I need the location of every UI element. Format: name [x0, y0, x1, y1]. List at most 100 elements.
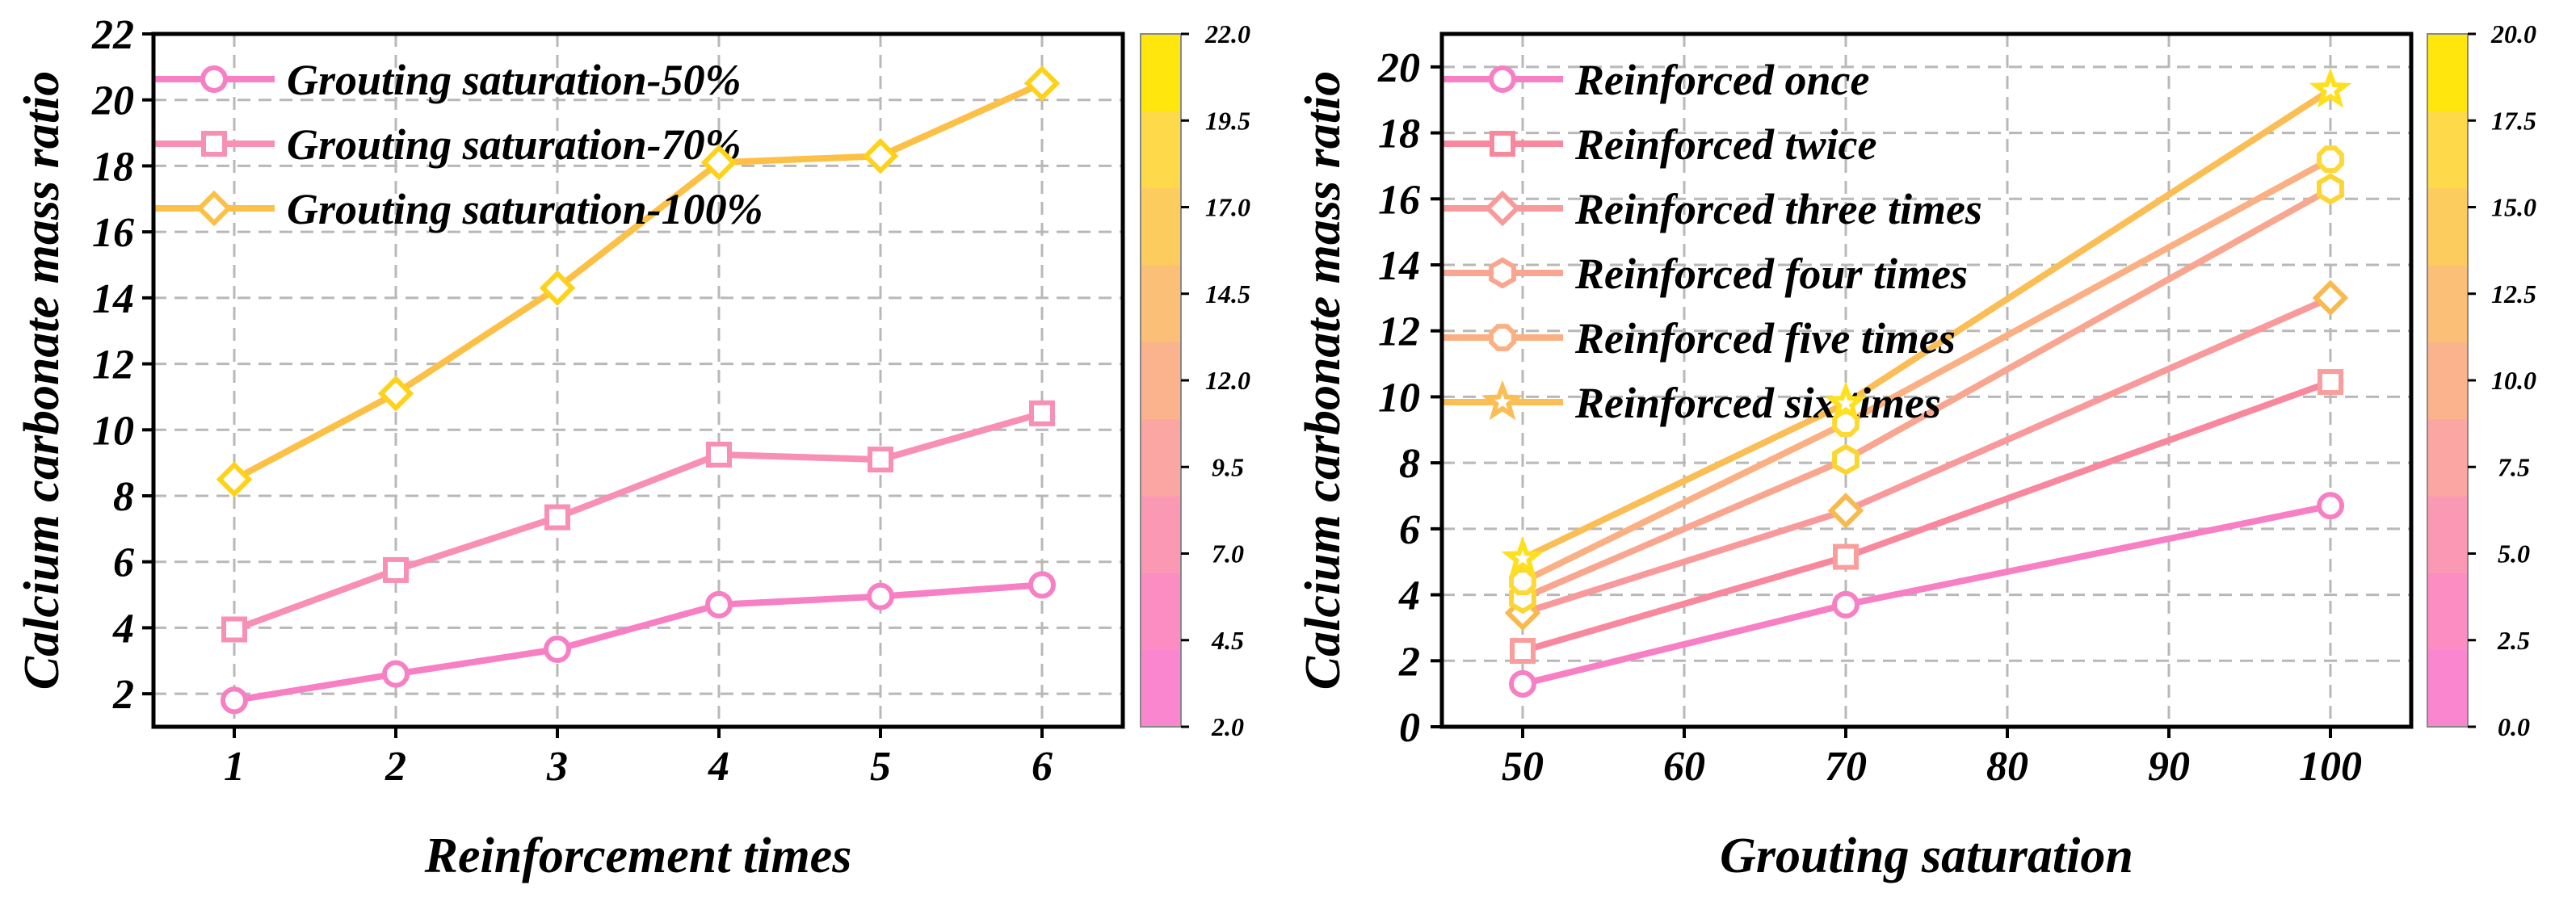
data-point — [706, 441, 732, 468]
data-point — [862, 137, 899, 174]
colorbar-tick-label: 22.0 — [1204, 19, 1250, 48]
colorbar-band — [1141, 342, 1181, 420]
series-line — [233, 581, 1043, 704]
data-point — [2318, 369, 2343, 396]
data-point — [1509, 669, 1536, 698]
colorbar-band — [2427, 265, 2468, 342]
colorbar-band — [2427, 649, 2468, 728]
y-tick-label: 0 — [1399, 705, 1420, 751]
legend-label: Reinforced three times — [1574, 185, 1982, 233]
data-point — [1824, 381, 1868, 422]
y-tick-label: 22 — [91, 12, 134, 58]
y-axis-label: Calcium carbonate mass ratio — [1296, 71, 1351, 690]
y-tick-label: 4 — [1398, 573, 1420, 619]
colorbar-tick-label: 4.5 — [1211, 626, 1244, 655]
y-tick-label: 10 — [92, 408, 134, 454]
data-point — [382, 660, 410, 688]
y-tick-label: 2 — [112, 672, 134, 718]
data-point — [1510, 638, 1536, 665]
y-tick-label: 6 — [1399, 507, 1420, 553]
y-tick-label: 12 — [92, 342, 134, 388]
chart-2: 50 60 70 80 90 100 0 2 4 6 8 10 12 14 16 18 20 Grouting s… — [1296, 19, 2536, 883]
data-point — [1832, 590, 1860, 619]
data-point — [377, 375, 414, 412]
colorbar-tick-label: 17.5 — [2491, 106, 2536, 135]
y-axis-label: Calcium carbonate mass ratio — [15, 71, 69, 690]
colorbar-tick-label: 17.0 — [1205, 193, 1250, 222]
data-point — [1827, 493, 1864, 529]
plot-frame — [1439, 31, 2414, 729]
legend-marker — [1490, 131, 1515, 157]
data-point — [700, 145, 738, 181]
data-point — [2312, 279, 2349, 317]
y-tick-label: 2 — [1398, 639, 1420, 685]
series-line — [233, 80, 1044, 483]
series-line — [233, 410, 1044, 633]
x-tick-label: 60 — [1663, 744, 1705, 790]
data-point — [539, 270, 576, 306]
legend-marker — [195, 190, 233, 227]
x-tick-label: 6 — [1032, 744, 1053, 790]
x-tick-label: 2 — [385, 744, 406, 790]
data-point — [1833, 543, 1859, 570]
legend-marker — [201, 131, 227, 157]
legend-label: Reinforced twice — [1574, 120, 1876, 169]
x-tick-label: 5 — [870, 744, 891, 790]
data-point — [2309, 67, 2352, 108]
colorbar-band — [1141, 649, 1181, 728]
colorbar-tick-label: 9.5 — [1212, 452, 1244, 481]
colorbar-band — [2427, 111, 2468, 189]
colorbar-band — [1141, 111, 1181, 189]
colorbar: 2.0 4.5 7.0 9.5 12.0 14.5 17.0 19.5 22.0 — [1140, 19, 1250, 741]
x-tick-label: 90 — [2148, 744, 2190, 790]
colorbar-band — [2427, 187, 2468, 266]
data-point — [867, 582, 894, 610]
colorbar-tick-label: 12.5 — [2491, 279, 2536, 308]
data-point — [2317, 145, 2344, 174]
colorbar-tick-label: 20.0 — [2490, 19, 2536, 48]
y-tick-label: 18 — [1378, 111, 1420, 157]
legend-label: Grouting saturation-100% — [287, 185, 763, 233]
data-point — [221, 686, 248, 715]
data-point — [2317, 173, 2344, 205]
data-point — [1832, 443, 1860, 476]
data-point — [544, 504, 570, 531]
data-point — [868, 447, 893, 473]
x-tick-label: 1 — [224, 744, 245, 790]
x-tick-label: 100 — [2299, 744, 2362, 790]
colorbar-band — [1141, 418, 1181, 497]
colorbar-tick-label: 2.0 — [1211, 712, 1244, 741]
colorbar-band — [1141, 187, 1181, 266]
y-tick-label: 10 — [1378, 375, 1420, 421]
legend-marker — [1489, 324, 1516, 351]
legend-label: Reinforced five times — [1574, 314, 1956, 363]
data-point — [544, 635, 571, 663]
y-tick-label: 8 — [113, 474, 134, 520]
y-tick-label: 6 — [113, 540, 134, 586]
colorbar-band — [1141, 573, 1181, 651]
colorbar-tick-label: 7.0 — [1212, 539, 1244, 568]
legend-label: Reinforced four times — [1574, 250, 1968, 298]
legend-label: Reinforced once — [1574, 56, 1869, 104]
colorbar-band — [1141, 34, 1181, 111]
y-tick-label: 4 — [112, 606, 134, 652]
y-tick-label: 20 — [91, 78, 134, 124]
data-point — [705, 590, 733, 619]
colorbar-tick-label: 10.0 — [2491, 366, 2536, 395]
legend-label: Grouting saturation-50% — [287, 56, 742, 104]
colorbar-band — [1141, 496, 1181, 573]
data-point — [2317, 492, 2344, 520]
x-axis-label: Reinforcement times — [424, 829, 852, 883]
data-point — [216, 461, 253, 497]
data-point — [1501, 536, 1544, 577]
colorbar-band — [2427, 573, 2468, 651]
legend-label: Grouting saturation-70% — [287, 120, 742, 169]
y-tick-label: 18 — [92, 144, 134, 190]
colorbar-tick-label: 7.5 — [2498, 452, 2530, 481]
colorbar-tick-label: 12.0 — [1205, 366, 1250, 395]
y-tick-label: 14 — [92, 276, 134, 322]
legend: Grouting saturation-50% Grouting saturati… — [153, 56, 763, 233]
colorbar-band — [1141, 265, 1181, 342]
